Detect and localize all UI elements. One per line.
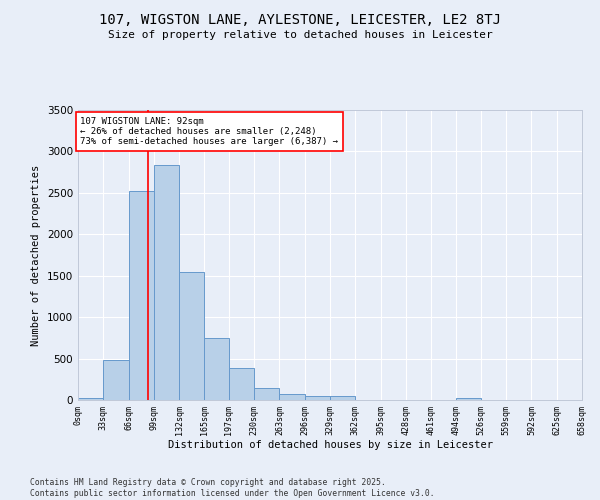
X-axis label: Distribution of detached houses by size in Leicester: Distribution of detached houses by size …	[167, 440, 493, 450]
Bar	[457, 398, 481, 400]
Bar	[205, 338, 229, 400]
Text: Contains HM Land Registry data © Crown copyright and database right 2025.
Contai: Contains HM Land Registry data © Crown c…	[30, 478, 434, 498]
Bar	[78, 398, 103, 400]
Text: 107 WIGSTON LANE: 92sqm
← 26% of detached houses are smaller (2,248)
73% of semi: 107 WIGSTON LANE: 92sqm ← 26% of detache…	[80, 116, 338, 146]
Bar	[229, 368, 254, 400]
Bar	[103, 360, 128, 400]
Bar	[128, 191, 154, 400]
Bar	[305, 396, 330, 400]
Bar	[154, 164, 179, 400]
Bar	[254, 388, 280, 400]
Text: 107, WIGSTON LANE, AYLESTONE, LEICESTER, LE2 8TJ: 107, WIGSTON LANE, AYLESTONE, LEICESTER,…	[99, 12, 501, 26]
Bar	[280, 394, 305, 400]
Text: Size of property relative to detached houses in Leicester: Size of property relative to detached ho…	[107, 30, 493, 40]
Bar	[179, 272, 205, 400]
Y-axis label: Number of detached properties: Number of detached properties	[31, 164, 41, 346]
Bar	[330, 396, 355, 400]
